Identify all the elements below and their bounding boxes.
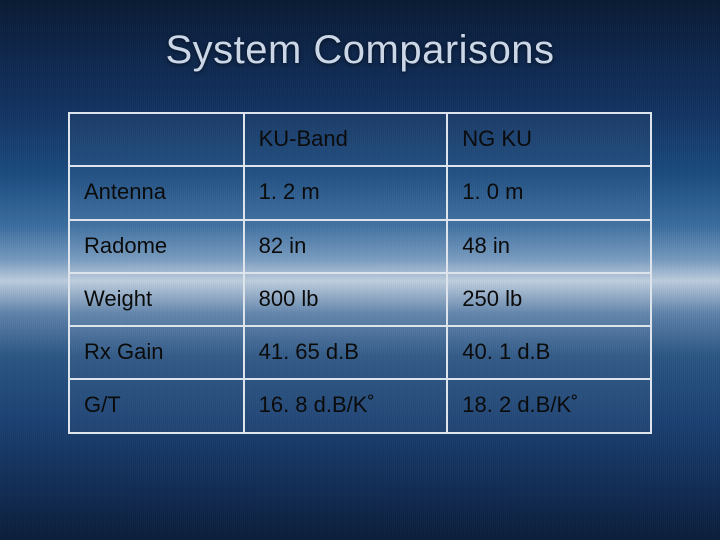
table-row: Antenna 1. 2 m 1. 0 m xyxy=(69,166,651,219)
table-cell: 40. 1 d.B xyxy=(447,326,651,379)
row-label: Rx Gain xyxy=(69,326,244,379)
comparison-table: KU-Band NG KU Antenna 1. 2 m 1. 0 m Rado… xyxy=(68,112,652,434)
table-cell: 41. 65 d.B xyxy=(244,326,448,379)
slide: System Comparisons KU-Band NG KU Antenna… xyxy=(0,0,720,540)
table-cell: 1. 0 m xyxy=(447,166,651,219)
table-header-cell: KU-Band xyxy=(244,113,448,166)
table-row: Weight 800 lb 250 lb xyxy=(69,273,651,326)
table-row: Rx Gain 41. 65 d.B 40. 1 d.B xyxy=(69,326,651,379)
table-header-cell xyxy=(69,113,244,166)
table-header-row: KU-Band NG KU xyxy=(69,113,651,166)
table-cell: 18. 2 d.B/K˚ xyxy=(447,379,651,432)
table-header-cell: NG KU xyxy=(447,113,651,166)
comparison-table-wrap: KU-Band NG KU Antenna 1. 2 m 1. 0 m Rado… xyxy=(68,112,652,434)
row-label: Radome xyxy=(69,220,244,273)
table-cell: 16. 8 d.B/K˚ xyxy=(244,379,448,432)
page-title: System Comparisons xyxy=(0,28,720,73)
row-label: G/T xyxy=(69,379,244,432)
table-cell: 800 lb xyxy=(244,273,448,326)
table-row: G/T 16. 8 d.B/K˚ 18. 2 d.B/K˚ xyxy=(69,379,651,432)
row-label: Antenna xyxy=(69,166,244,219)
row-label: Weight xyxy=(69,273,244,326)
table-row: Radome 82 in 48 in xyxy=(69,220,651,273)
table-cell: 1. 2 m xyxy=(244,166,448,219)
table-cell: 250 lb xyxy=(447,273,651,326)
table-cell: 48 in xyxy=(447,220,651,273)
table-cell: 82 in xyxy=(244,220,448,273)
